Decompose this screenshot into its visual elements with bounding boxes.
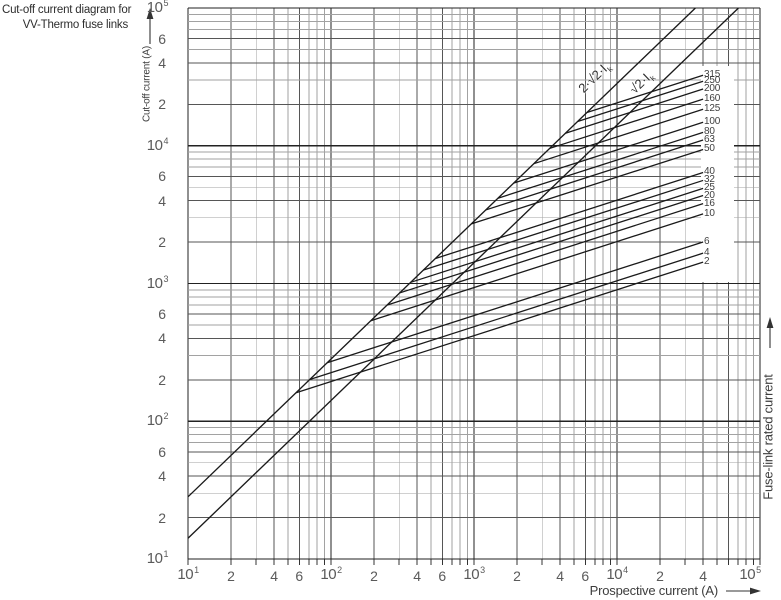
fuse-curve-250 <box>577 80 704 123</box>
fuse-curve-20 <box>399 194 704 294</box>
fuse-curve-16 <box>386 203 704 306</box>
fuse-curve-100 <box>513 121 704 184</box>
fuse-curve-4 <box>309 252 704 381</box>
fuse-curve-40 <box>435 171 704 260</box>
fuse-curve-25 <box>410 187 704 283</box>
fuse-curve-63 <box>485 139 704 211</box>
right-axis-arrowhead-icon <box>766 317 774 328</box>
fuse-curve-2 <box>295 261 704 394</box>
fuse-curve-80 <box>497 131 704 199</box>
x-axis-arrowhead-icon <box>750 587 761 595</box>
fuse-curve-200 <box>565 88 704 134</box>
y-axis-arrowhead-icon <box>146 8 154 19</box>
fuse-curve-10 <box>370 213 704 322</box>
fuse-curve-315 <box>586 74 704 114</box>
fuse-curve-32 <box>422 179 704 271</box>
ref-line-symmetrical-peak <box>187 7 739 539</box>
rating-label-backdrop <box>701 66 734 282</box>
fuse-curve-6 <box>326 241 704 364</box>
fuse-curve-50 <box>471 148 704 225</box>
fuse-curve-125 <box>533 108 704 165</box>
fuse-curve-160 <box>549 98 704 150</box>
ref-line-asymmetrical-peak <box>187 7 696 498</box>
